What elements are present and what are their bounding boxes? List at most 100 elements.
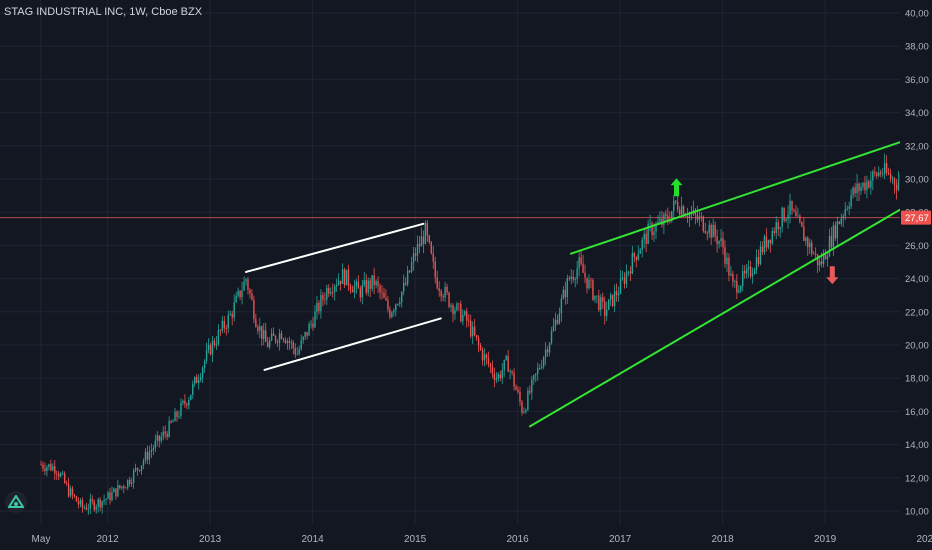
candle-body <box>182 400 184 403</box>
candle-body <box>574 279 576 280</box>
candle-body <box>50 464 52 471</box>
candle-body <box>357 281 360 289</box>
candle-body <box>406 270 409 285</box>
candle-body <box>473 326 476 336</box>
candle-body <box>702 216 705 232</box>
candle-body <box>56 473 58 475</box>
candle-body <box>422 236 425 244</box>
candle-body <box>487 357 490 365</box>
candle-body <box>446 286 448 293</box>
candle-body <box>483 354 486 361</box>
candle-body <box>436 277 438 289</box>
candle-body <box>816 254 819 266</box>
candle-body <box>103 499 105 502</box>
candle-body <box>168 420 170 437</box>
candle-body <box>598 295 600 311</box>
candle-body <box>328 287 330 294</box>
candle-body <box>651 223 653 235</box>
candle-body <box>588 279 590 289</box>
candle-body <box>255 319 257 327</box>
candle-body <box>355 281 358 287</box>
candle-body <box>495 378 498 380</box>
candle-body <box>454 310 456 315</box>
candle-body <box>81 500 84 508</box>
candle-body <box>241 290 243 298</box>
candle-body <box>233 302 235 318</box>
candle-body <box>710 224 712 238</box>
candle-body <box>280 333 283 339</box>
candle-body <box>107 492 109 499</box>
candle-body <box>176 411 178 417</box>
candle-body <box>895 184 898 190</box>
trend-drawings <box>245 130 932 428</box>
candle-body <box>842 216 844 219</box>
candle-body <box>194 377 196 384</box>
candle-body <box>353 286 356 293</box>
candle-body <box>749 266 752 277</box>
candle-body <box>60 473 62 477</box>
candle-body <box>619 278 622 294</box>
candle-body <box>706 232 708 234</box>
candle-body <box>606 309 608 317</box>
candle-body <box>497 374 500 379</box>
candle-body <box>215 343 218 345</box>
candle-body <box>458 303 460 305</box>
candle-body <box>609 294 612 300</box>
candle-body <box>566 277 568 298</box>
candle-body <box>613 291 616 306</box>
candle-body <box>123 486 125 489</box>
candle-body <box>505 356 507 360</box>
candle-body <box>887 172 890 175</box>
candle-body <box>527 390 529 410</box>
candle-body <box>635 256 637 260</box>
channel-bottom-line <box>263 317 442 371</box>
tradingview-logo-icon[interactable] <box>5 491 27 513</box>
candle-body <box>718 241 720 245</box>
candle-body <box>730 273 732 276</box>
candle-body <box>539 368 541 369</box>
candle-body <box>519 392 521 402</box>
candle-body <box>219 330 222 331</box>
candle-body <box>475 335 478 339</box>
candle-body <box>337 280 340 285</box>
candle-body <box>740 285 742 291</box>
candle-body <box>130 482 133 485</box>
candle-body <box>144 451 147 461</box>
candle-body <box>513 372 515 387</box>
candle-body <box>61 473 64 475</box>
candle-body <box>814 253 817 255</box>
candle-body <box>493 373 496 380</box>
candle-body <box>799 215 801 223</box>
candle-body <box>259 325 261 331</box>
candle-body <box>138 469 141 471</box>
candle-body <box>680 206 683 215</box>
candle-body <box>339 280 342 284</box>
candle-body <box>560 298 563 314</box>
candle-body <box>645 233 647 244</box>
candle-body <box>251 293 253 300</box>
candle-body <box>604 301 606 317</box>
candle-body <box>77 501 80 505</box>
candle-body <box>456 303 458 311</box>
candle-body <box>720 238 722 242</box>
candle-body <box>891 178 894 180</box>
candle-body <box>464 311 466 315</box>
candle-body <box>361 285 363 298</box>
candle-body <box>757 257 760 265</box>
candle-body <box>253 299 255 320</box>
candle-body <box>209 344 212 355</box>
candle-body <box>257 326 259 331</box>
candle-body <box>160 436 162 441</box>
candle-body <box>375 281 377 286</box>
candle-body <box>420 236 423 247</box>
candle-body <box>726 257 728 264</box>
candle-body <box>586 277 588 289</box>
candle-body <box>515 386 517 390</box>
candle-body <box>537 368 539 374</box>
candle-body <box>712 224 714 238</box>
candle-body <box>85 507 88 510</box>
candle-body <box>489 364 492 367</box>
candle-body <box>854 187 856 194</box>
candle-body <box>129 479 131 485</box>
